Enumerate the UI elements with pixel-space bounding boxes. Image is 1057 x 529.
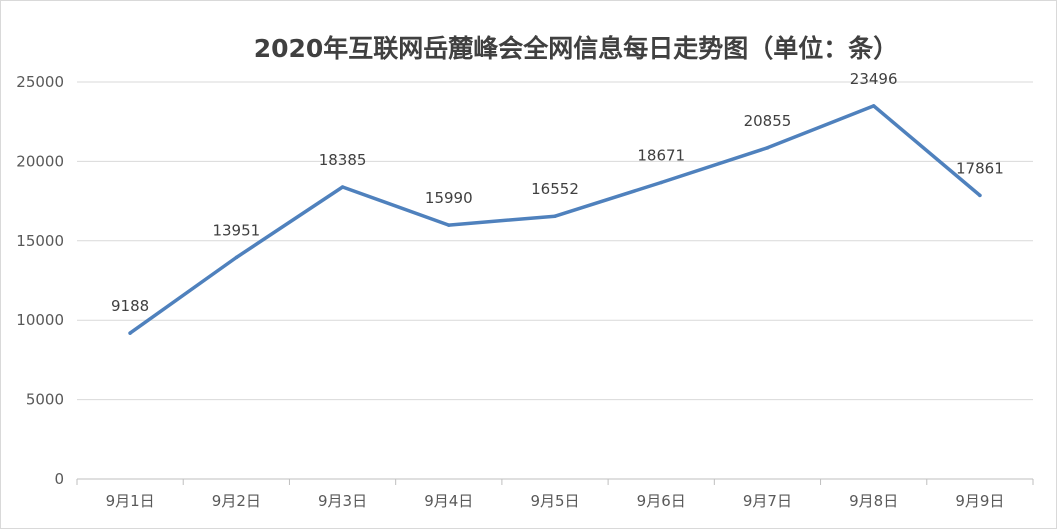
data-label: 13951: [212, 221, 260, 239]
data-label: 9188: [111, 297, 149, 315]
data-point: [128, 331, 132, 335]
x-tick-label: 9月6日: [637, 492, 686, 510]
y-tick-label: 15000: [16, 232, 64, 250]
chart-title: 2020年互联网岳麓峰会全网信息每日走势图（单位：条）: [254, 34, 899, 63]
data-label: 18385: [319, 151, 367, 169]
x-tick-label: 9月5日: [530, 492, 579, 510]
y-tick-label: 20000: [16, 152, 64, 170]
data-point: [340, 185, 345, 189]
data-label: 16552: [531, 180, 579, 198]
data-point: [234, 255, 239, 260]
x-tick-label: 9月4日: [424, 492, 473, 510]
data-point: [553, 214, 557, 218]
data-point: [871, 104, 876, 108]
data-point: [659, 180, 663, 185]
data-labels: 9188 13951 18385 15990 16552 18671 20855 23496 1…: [111, 70, 1004, 315]
data-label: 17861: [956, 159, 1004, 177]
axes: 0 5000 10000 15000 20000 25000 9月1日 9月2日 9月3日 9月4…: [16, 73, 1034, 510]
x-tick-label: 9月9日: [955, 492, 1004, 510]
data-point: [978, 193, 982, 198]
series-layer: [128, 104, 982, 335]
x-tick-label: 9月7日: [743, 492, 792, 510]
y-tick-label: 5000: [26, 391, 64, 409]
x-tick-label: 9月8日: [849, 492, 898, 510]
data-point: [447, 223, 451, 227]
x-tick-label: 9月3日: [318, 492, 367, 510]
x-tick-label: 9月2日: [212, 492, 261, 510]
series-line: [128, 104, 982, 335]
x-tick-label: 9月1日: [106, 492, 155, 510]
gridlines: [77, 81, 1033, 401]
y-tick-label: 0: [54, 470, 64, 488]
y-tick-label: 10000: [16, 311, 64, 329]
y-tick-label: 25000: [16, 73, 64, 91]
data-label: 20855: [744, 112, 792, 130]
data-point: [765, 146, 770, 150]
data-label: 23496: [850, 70, 898, 88]
data-label: 18671: [637, 147, 685, 165]
data-label: 15990: [425, 189, 473, 207]
